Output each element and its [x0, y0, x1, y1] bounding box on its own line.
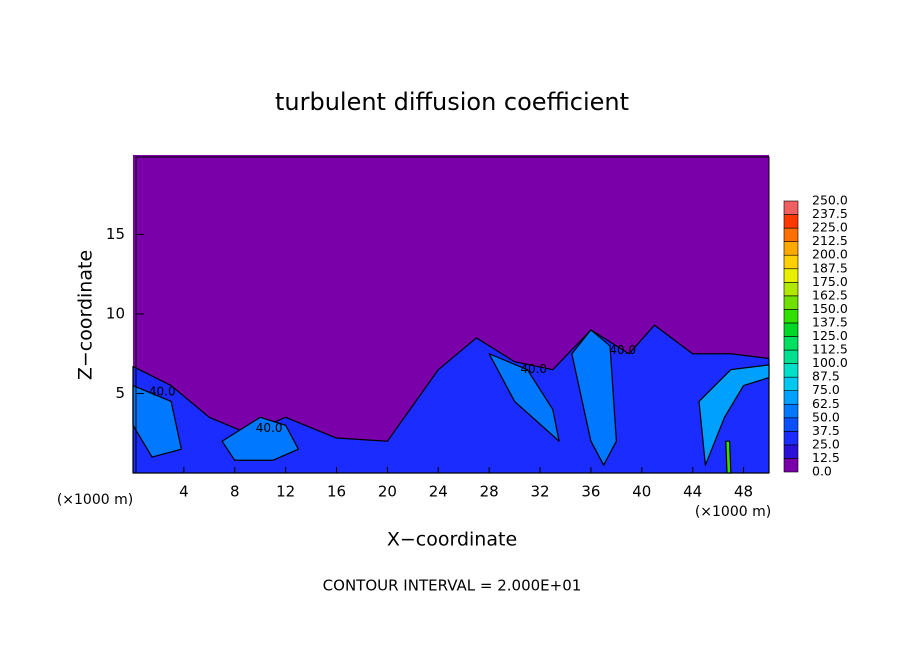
- colorbar-swatch: [783, 241, 799, 256]
- colorbar-swatch: [783, 254, 799, 270]
- colorbar-label: 37.5: [812, 423, 840, 438]
- contour-region: [488, 353, 560, 442]
- x-tick-label: 4: [179, 483, 189, 501]
- colorbar-label: 137.5: [812, 314, 848, 329]
- colorbar-label: 212.5: [812, 233, 848, 248]
- colorbar-label: 175.0: [812, 274, 848, 289]
- contour-label: 40.0: [520, 362, 547, 376]
- colorbar-label: 100.0: [812, 355, 848, 370]
- colorbar-label: 200.0: [812, 247, 848, 262]
- y-tick-label: 15: [106, 225, 125, 243]
- y-unit: (×1000 m): [57, 492, 133, 508]
- colorbar-label: 162.5: [812, 287, 848, 302]
- contour-region: [698, 364, 770, 466]
- colorbar-swatch: [783, 214, 799, 229]
- chart-title: turbulent diffusion coefficient: [275, 88, 629, 116]
- colorbar-swatch: [783, 268, 799, 283]
- plot-frame: [135, 156, 770, 474]
- y-tick-label: 10: [106, 305, 125, 323]
- colorbar-swatch: [783, 295, 799, 310]
- colorbar-label: 87.5: [812, 369, 840, 384]
- colorbar-swatch: [783, 336, 799, 351]
- contour-label: 40.0: [609, 343, 636, 357]
- colorbar-label: 225.0: [812, 220, 848, 235]
- contour-label: 40.0: [149, 384, 176, 398]
- x-axis-label: X−coordinate: [387, 529, 517, 551]
- colorbar-swatch: [783, 281, 799, 297]
- x-unit: (×1000 m): [695, 504, 771, 520]
- x-tick-label: 8: [230, 483, 240, 501]
- colorbar-swatch: [783, 458, 799, 473]
- colorbar-label: 250.0: [812, 193, 848, 208]
- colorbar-label: 125.0: [812, 328, 848, 343]
- x-tick-label: 36: [581, 483, 600, 501]
- colorbar-swatch: [783, 363, 799, 378]
- x-tick-label: 40: [632, 483, 651, 501]
- colorbar-swatch: [783, 200, 799, 215]
- contour-region: [725, 440, 732, 474]
- colorbar-label: 62.5: [812, 396, 840, 411]
- colorbar-swatch: [783, 444, 799, 459]
- contour-label: 40.0: [256, 421, 283, 435]
- footer: CONTOUR INTERVAL = 2.000E+01: [323, 577, 582, 595]
- contour-region: [132, 384, 182, 458]
- colorbar-label: 50.0: [812, 409, 840, 424]
- x-tick-label: 28: [480, 483, 499, 501]
- x-tick-label: 48: [734, 483, 753, 501]
- colorbar-swatch: [783, 322, 799, 337]
- colorbar-label: 187.5: [812, 260, 848, 275]
- x-tick-label: 24: [429, 483, 448, 501]
- x-tick-label: 12: [276, 483, 295, 501]
- y-axis-label: Z−coordinate: [75, 250, 97, 380]
- y-tick-label: 5: [115, 384, 125, 402]
- contour-region: [571, 329, 617, 466]
- colorbar-label: 150.0: [812, 301, 848, 316]
- colorbar-swatch: [783, 390, 799, 405]
- colorbar-label: 0.0: [812, 464, 832, 479]
- colorbar-swatch: [783, 309, 799, 324]
- contour-region: [221, 416, 299, 461]
- colorbar-label: 112.5: [812, 342, 848, 357]
- colorbar-swatch: [783, 417, 799, 432]
- x-tick-label: 16: [327, 483, 346, 501]
- colorbar-label: 237.5: [812, 206, 848, 221]
- colorbar-swatch: [783, 349, 799, 364]
- x-tick-label: 44: [683, 483, 702, 501]
- colorbar-swatch: [783, 227, 799, 242]
- colorbar-label: 25.0: [812, 436, 840, 451]
- x-tick-label: 32: [530, 483, 549, 501]
- colorbar-swatch: [783, 376, 799, 391]
- colorbar-label: 12.5: [812, 450, 840, 465]
- colorbar-swatch: [783, 403, 799, 419]
- x-tick-label: 20: [378, 483, 397, 501]
- colorbar-label: 75.0: [812, 382, 840, 397]
- colorbar-swatch: [783, 431, 799, 446]
